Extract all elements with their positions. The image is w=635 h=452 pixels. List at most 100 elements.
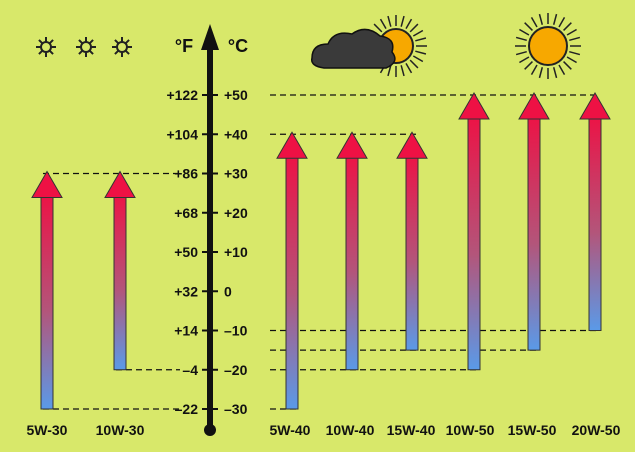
- snowflake-ray: [114, 39, 120, 45]
- weather-icons: [36, 13, 581, 79]
- snowflake-core: [40, 41, 52, 53]
- snowflake-ray: [88, 49, 94, 55]
- celsius-tick-label: +50: [224, 87, 248, 103]
- snowflake-ray: [78, 39, 84, 45]
- grade-arrow-10w-40: [336, 131, 368, 371]
- arrow-shaft: [285, 151, 299, 410]
- cloud-sun-icon: [311, 15, 427, 77]
- fahrenheit-unit-label: °F: [175, 36, 193, 56]
- fahrenheit-tick-label: +86: [174, 166, 198, 182]
- sun-ray: [515, 50, 527, 56]
- grade-arrows: [31, 91, 611, 410]
- fahrenheit-tick-label: –22: [175, 401, 199, 417]
- grade-label: 5W-40: [270, 422, 311, 438]
- celsius-unit-label: °C: [228, 36, 248, 56]
- celsius-tick-label: +10: [224, 244, 248, 260]
- fahrenheit-tick-label: +68: [174, 205, 198, 221]
- arrow-shaft: [527, 112, 541, 351]
- sun-ray: [538, 67, 544, 79]
- sun-ray: [415, 50, 427, 55]
- celsius-tick-label: –20: [224, 362, 248, 378]
- snowflake-icon: [112, 37, 132, 57]
- sun-ray: [519, 28, 530, 36]
- sun-ray: [405, 62, 413, 74]
- grade-labels: 5W-30 10W-30 5W-40 10W-40 15W-40 10W-50 15W-50…: [27, 422, 621, 438]
- sun-ray: [387, 65, 392, 77]
- snowflake-core: [80, 41, 92, 53]
- cloud-shape: [311, 28, 396, 69]
- arrow-head: [31, 170, 63, 198]
- arrow-head: [396, 131, 428, 159]
- grade-label: 10W-30: [96, 422, 145, 438]
- snowflake-ray: [88, 39, 94, 45]
- sun-ray: [524, 22, 533, 31]
- sun-ray: [530, 17, 538, 28]
- sun-ray: [530, 64, 538, 75]
- grade-arrow-20w-50: [579, 91, 611, 331]
- sun-ray: [563, 61, 572, 70]
- sun-ray: [415, 37, 427, 42]
- arrow-shaft: [405, 151, 419, 351]
- snowflake-icon: [76, 37, 96, 57]
- snowflake-ray: [114, 49, 120, 55]
- snowflake-ray: [38, 39, 44, 45]
- grade-label: 20W-50: [572, 422, 621, 438]
- arrow-head: [458, 91, 490, 120]
- sun-ray: [412, 55, 424, 63]
- fahrenheit-tick-label: +122: [166, 87, 198, 103]
- snowflake-icon: [36, 37, 56, 57]
- arrow-shaft: [113, 191, 127, 371]
- sun-ray: [387, 15, 392, 27]
- grade-label: 10W-40: [326, 422, 375, 438]
- sun-ray: [558, 64, 566, 75]
- sun-ray: [552, 67, 558, 79]
- sun-ray: [379, 18, 387, 30]
- sun-disc: [528, 26, 568, 66]
- grade-label: 5W-30: [27, 422, 68, 438]
- arrow-head: [104, 170, 136, 198]
- grade-arrow-10w-50: [458, 91, 490, 371]
- celsius-tick-label: +40: [224, 126, 248, 142]
- snowflake-core: [116, 41, 128, 53]
- sun-ray: [524, 61, 533, 70]
- grade-label: 15W-40: [387, 422, 436, 438]
- sun-ray: [569, 36, 581, 42]
- arrow-shaft: [588, 112, 602, 331]
- temperature-axis: °F °C +122 +50 +104 +40 +86 +30 +68 +20 +50 +10 +32 0…: [166, 24, 248, 436]
- arrow-head: [336, 131, 368, 159]
- grade-arrow-5w-30: [31, 170, 63, 410]
- celsius-tick-label: –10: [224, 323, 248, 339]
- fahrenheit-tick-label: +104: [166, 126, 198, 142]
- sun-ray: [515, 36, 527, 42]
- arrow-head: [518, 91, 550, 120]
- grade-arrow-10w-30: [104, 170, 136, 371]
- grade-arrow-15w-50: [518, 91, 550, 351]
- sun-ray: [400, 65, 405, 77]
- sun-ray: [409, 59, 419, 69]
- celsius-tick-label: –30: [224, 401, 248, 417]
- celsius-tick-label: +30: [224, 166, 248, 182]
- fahrenheit-tick-label: –4: [182, 362, 198, 378]
- snowflake-ray: [48, 39, 54, 45]
- grade-arrow-15w-40: [396, 131, 428, 351]
- fahrenheit-tick-label: +32: [174, 283, 198, 299]
- sun-ray: [566, 56, 577, 64]
- grade-label: 10W-50: [446, 422, 495, 438]
- sun-ray: [569, 50, 581, 56]
- sun-ray: [400, 15, 405, 27]
- snowflake-ray: [48, 49, 54, 55]
- axis-bulb: [204, 424, 216, 436]
- sun-ray: [563, 22, 572, 31]
- arrow-shaft: [40, 191, 54, 410]
- sun-icon: [515, 13, 581, 79]
- sun-ray: [566, 28, 577, 36]
- snowflake-ray: [78, 49, 84, 55]
- sun-ray: [519, 56, 530, 64]
- celsius-tick-label: +20: [224, 205, 248, 221]
- sun-ray: [538, 13, 544, 25]
- fahrenheit-tick-label: +50: [174, 244, 198, 260]
- snowflake-ray: [38, 49, 44, 55]
- sun-ray: [552, 13, 558, 25]
